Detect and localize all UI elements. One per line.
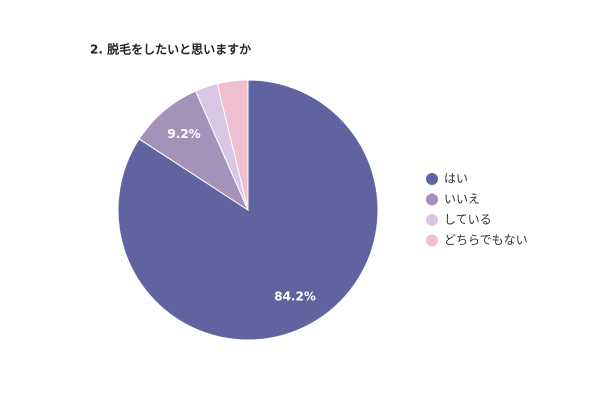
pie-slice [117, 79, 379, 341]
legend-marker [426, 173, 438, 185]
legend-marker [426, 193, 438, 206]
chart-title: 2. 脱毛をしたいと思いますか [90, 42, 251, 57]
pie-slice [216, 79, 249, 211]
data-label: 84.2% [274, 289, 316, 303]
legend-label: はい [444, 172, 468, 186]
legend-label: している [444, 213, 492, 227]
legend-marker [426, 214, 438, 226]
legend-label: いいえ [444, 192, 480, 206]
legend-label: どちらでもない [444, 233, 528, 247]
legend-marker [426, 234, 438, 247]
data-label: 9.2% [167, 127, 200, 141]
